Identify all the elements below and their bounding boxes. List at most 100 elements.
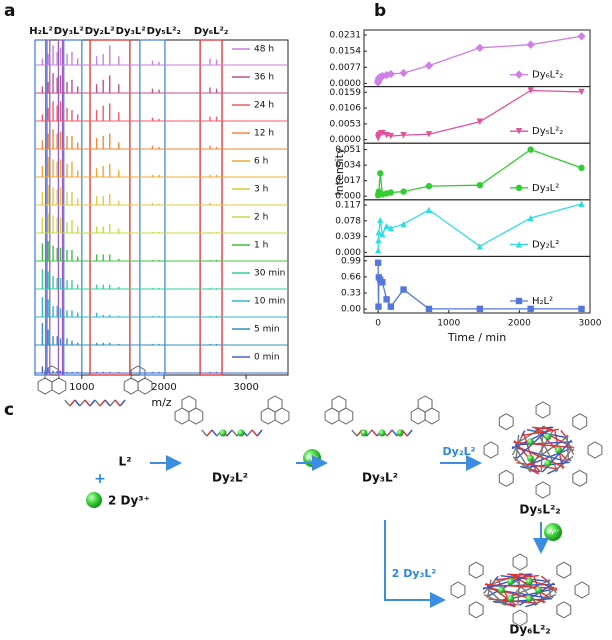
x-tick-label: 2000 bbox=[508, 319, 531, 329]
bond bbox=[534, 588, 555, 606]
marker bbox=[424, 61, 434, 70]
region-label: Dy₃L² bbox=[54, 26, 84, 37]
bond bbox=[386, 429, 393, 437]
ring bbox=[512, 609, 528, 627]
ring bbox=[535, 401, 551, 419]
legend-label: 10 min bbox=[254, 297, 285, 307]
bond bbox=[525, 602, 537, 608]
plus: + bbox=[94, 471, 106, 487]
region-box bbox=[89, 39, 131, 376]
panel-label: a bbox=[4, 1, 15, 21]
bond bbox=[114, 399, 121, 407]
y-tick-label: 0.0106 bbox=[330, 104, 362, 114]
marker bbox=[375, 228, 383, 236]
marker bbox=[476, 118, 484, 125]
bond bbox=[547, 468, 557, 475]
ring bbox=[512, 553, 528, 571]
dy-atom bbox=[544, 459, 552, 467]
bond bbox=[371, 429, 378, 437]
bond bbox=[518, 582, 555, 606]
marker bbox=[578, 88, 585, 96]
bond bbox=[546, 579, 558, 594]
marker bbox=[527, 87, 534, 94]
x-axis-label: Time / min bbox=[447, 331, 506, 344]
complex-label: Dy₅L²₂ bbox=[519, 503, 560, 517]
x-tick-label: 0 bbox=[375, 319, 381, 329]
ring bbox=[572, 413, 588, 431]
y-tick-label: 0.00 bbox=[341, 305, 361, 315]
ring bbox=[587, 441, 603, 459]
marker bbox=[578, 164, 585, 172]
bond bbox=[104, 399, 111, 407]
x-tick-label: 2000 bbox=[151, 382, 176, 393]
legend-label: H₂L² bbox=[532, 296, 553, 307]
bond bbox=[507, 573, 531, 576]
marker bbox=[379, 230, 386, 238]
bond bbox=[514, 445, 565, 469]
bond bbox=[564, 435, 575, 455]
x-axis-label: m/z bbox=[151, 396, 171, 409]
y-tick-label: 0.0077 bbox=[330, 63, 362, 73]
legend-label: 6 h bbox=[254, 157, 268, 167]
bond bbox=[521, 428, 559, 437]
bond bbox=[64, 399, 71, 407]
step-label: 2 Dy₃L² bbox=[392, 567, 437, 580]
legend-label: 36 h bbox=[254, 73, 274, 83]
x-tick-label: 3000 bbox=[233, 382, 258, 393]
marker bbox=[400, 188, 407, 195]
bond bbox=[515, 425, 546, 445]
ring bbox=[450, 581, 466, 599]
ring bbox=[498, 413, 514, 431]
region-box bbox=[63, 39, 83, 376]
marker bbox=[374, 259, 382, 266]
marker bbox=[425, 305, 433, 313]
legend-label: 30 min bbox=[254, 269, 285, 279]
ring bbox=[572, 469, 588, 487]
bond bbox=[256, 429, 263, 437]
y-tick-label: 0.051 bbox=[335, 145, 361, 155]
dy-atom bbox=[555, 446, 563, 454]
ring bbox=[181, 395, 197, 413]
bond bbox=[89, 399, 96, 407]
marker bbox=[400, 286, 407, 293]
marker bbox=[526, 40, 535, 49]
marker bbox=[375, 237, 382, 244]
y-tick-label: 0.66 bbox=[341, 272, 361, 282]
bond bbox=[484, 594, 502, 604]
ring bbox=[331, 395, 347, 413]
bond bbox=[351, 429, 358, 437]
ion-label: Dy³⁺ bbox=[547, 530, 560, 536]
dy-atom bbox=[360, 429, 368, 437]
bond bbox=[512, 456, 528, 469]
ion-label: 2 Dy³⁺ bbox=[108, 494, 150, 508]
legend-label: 0 min bbox=[254, 353, 280, 363]
y-tick-label: 0.0053 bbox=[330, 119, 362, 129]
ring bbox=[498, 469, 514, 487]
bond bbox=[554, 448, 573, 473]
arrow bbox=[384, 520, 446, 608]
dy-atom bbox=[507, 578, 515, 586]
x-tick-label: 3000 bbox=[579, 319, 602, 329]
marker bbox=[527, 214, 534, 222]
bond bbox=[485, 587, 507, 607]
marker bbox=[375, 303, 382, 310]
region-box bbox=[199, 39, 223, 376]
y-tick-label: 0.000 bbox=[335, 248, 361, 258]
dy-ion bbox=[544, 523, 562, 541]
bond bbox=[499, 597, 552, 603]
bond bbox=[560, 429, 567, 438]
y-tick-label: 0.000 bbox=[335, 192, 361, 202]
legend-label: Dy₅L²₂ bbox=[532, 126, 563, 137]
y-tick-label: 0.0000 bbox=[330, 135, 362, 145]
y-tick-label: 0.99 bbox=[341, 256, 361, 266]
ring bbox=[468, 601, 484, 619]
y-tick-label: 0.078 bbox=[335, 216, 361, 226]
dy-atom bbox=[535, 586, 543, 594]
marker bbox=[377, 216, 384, 224]
legend-label: 2 h bbox=[254, 213, 268, 223]
plot-frame bbox=[34, 39, 289, 376]
bond bbox=[201, 429, 208, 437]
ring bbox=[556, 601, 572, 619]
